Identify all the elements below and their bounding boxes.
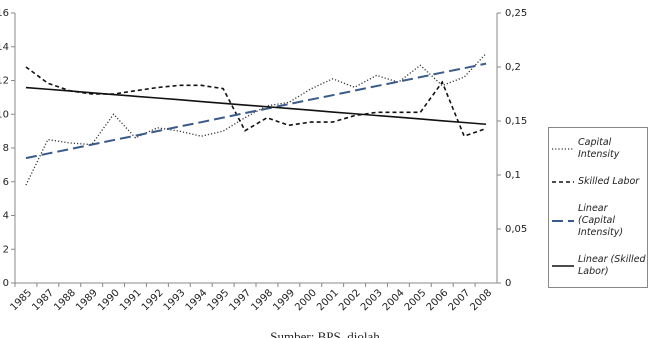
legend-swatch: [552, 181, 574, 183]
y-tick-label: 14: [0, 42, 9, 53]
x-tick-label: 1991: [118, 287, 144, 313]
x-tick-label: 1987: [30, 287, 56, 313]
x-tick-label: 1995: [206, 287, 232, 313]
x-tick-label: 2006: [425, 287, 451, 313]
x-tick-label: 1988: [52, 287, 78, 313]
series-line: [25, 62, 487, 160]
x-tick-label: 2008: [469, 287, 495, 313]
y2-tick-label: 0: [505, 278, 511, 289]
y-tick-label: 6: [3, 177, 9, 188]
x-tick-label: 2007: [447, 287, 473, 313]
y2-tick-label: 0,1: [505, 170, 521, 181]
y2-tick-label: 0,05: [505, 224, 527, 235]
legend-label: Capital Intensity: [578, 137, 620, 161]
y-tick-label: 10: [0, 109, 9, 120]
y-tick-label: 2: [3, 244, 9, 255]
x-tick-label: 1997: [228, 287, 254, 313]
x-tick-label: 2005: [403, 287, 429, 313]
y2-tick-label: 0,2: [505, 62, 521, 73]
series-line: [25, 86, 487, 126]
legend-swatch: [552, 148, 574, 151]
x-tick-label: 1989: [74, 287, 100, 313]
x-tick-label: 1992: [140, 287, 166, 313]
y-tick-label: 4: [3, 211, 9, 222]
y2-tick-label: 0,15: [505, 116, 527, 127]
legend-swatch: [552, 219, 574, 222]
y-tick-label: 16: [0, 8, 9, 19]
x-tick-label: 1993: [162, 287, 188, 313]
legend-entry: Skilled Labor: [549, 176, 647, 188]
y-tick-label: 0: [3, 278, 9, 289]
source: Sumber: BPS, diolah: [270, 329, 380, 338]
legend-entry: Linear (Capital Intensity): [549, 203, 647, 239]
y-tick-label: 12: [0, 76, 9, 87]
series-line: [25, 66, 487, 138]
legend-label: Linear (Capital Intensity): [578, 202, 624, 238]
legend: Capital Intensity Skilled Labor Linear (Ca…: [548, 127, 648, 288]
x-tick-label: 1990: [96, 287, 122, 313]
x-tick-label: 2003: [359, 287, 385, 313]
legend-entry: Linear (Skilled Labor): [549, 254, 647, 278]
x-tick-label: 1999: [271, 287, 297, 313]
y2-tick-label: 0,25: [505, 8, 527, 19]
x-tick-label: 2000: [293, 287, 319, 313]
legend-swatch: [552, 264, 574, 267]
x-tick-label: 2004: [381, 287, 407, 313]
legend-entry: Capital Intensity: [549, 137, 647, 161]
y-tick-label: 8: [3, 143, 9, 154]
x-tick-label: 1998: [249, 287, 275, 313]
x-tick-label: 1985: [8, 287, 34, 313]
x-tick-label: 2002: [337, 287, 363, 313]
legend-label: Skilled Labor: [578, 176, 640, 188]
x-tick-label: 1994: [184, 287, 210, 313]
x-tick-label: 2001: [315, 287, 341, 313]
legend-label: Linear (Skilled Labor): [578, 253, 646, 277]
